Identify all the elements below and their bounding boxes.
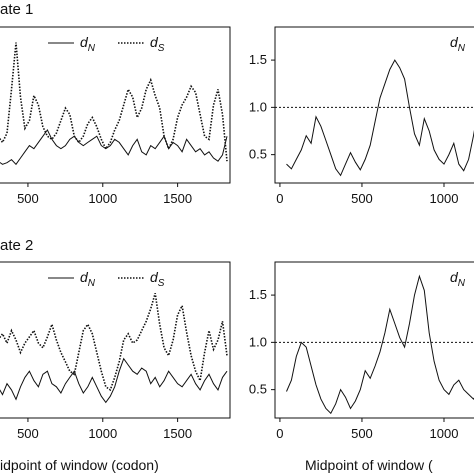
plot-frame [0,261,231,419]
xlabel-left: idpoint of window (codon) [0,457,159,473]
series-line-0 [0,357,228,404]
series-line-0 [286,274,474,415]
x-tick-label: 1000 [88,426,117,441]
row-title-2: ate 2 [0,237,33,254]
panel-r1c2: 0 500 1000 0.5 1.0 1.5 dN [249,26,474,206]
corner-label-base: d [450,34,459,50]
x-tick-label: 1000 [430,191,459,206]
legend-label-1: dS [150,269,165,289]
legend-label-0-base: d [80,269,89,285]
x-tick-label: 500 [17,426,39,441]
y-tick-label: 1.5 [249,52,267,67]
x-tick-label: 1000 [88,191,117,206]
plot-frame [274,26,474,184]
x-tick-label: 1500 [163,191,192,206]
corner-label-sub: N [458,278,466,289]
plot-frame [274,261,474,419]
legend-label-1-base: d [150,34,159,50]
corner-label-sub: N [458,43,466,54]
y-tick-label: 1.0 [249,99,267,114]
legend-label-1-sub: S [158,43,165,54]
legend-label-0: dN [80,34,96,54]
legend-label-1-base: d [150,269,159,285]
series-line-1 [0,42,228,162]
xlabel-right: Midpoint of window ( [305,457,433,473]
x-tick-label: 1500 [163,426,192,441]
x-tick-label: 500 [17,191,39,206]
x-tick-label: 500 [351,426,373,441]
x-tick-label: 1000 [430,426,459,441]
corner-label: dN [450,34,466,54]
series-line-0 [286,59,474,177]
legend-label-0-sub: N [88,43,96,54]
legend-label-0: dN [80,269,96,289]
series-line-1 [0,292,228,392]
y-tick-label: 0.5 [249,382,267,397]
legend-label-0-sub: N [88,278,96,289]
series-line-0 [0,129,228,166]
y-tick-label: 0.5 [249,147,267,162]
y-tick-label: 1.0 [249,334,267,349]
corner-label: dN [450,269,466,289]
y-tick-label: 1.5 [249,287,267,302]
x-tick-label: 500 [351,191,373,206]
plot-frame [0,26,231,184]
row-title-1: ate 1 [0,1,33,18]
corner-label-base: d [450,269,459,285]
legend-label-0-base: d [80,34,89,50]
x-tick-label: 0 [276,191,283,206]
legend-label-1-sub: S [158,278,165,289]
panel-r2c2: 0 500 1000 0.5 1.0 1.5 dN [249,261,474,441]
x-tick-label: 0 [276,426,283,441]
legend-label-1: dS [150,34,165,54]
